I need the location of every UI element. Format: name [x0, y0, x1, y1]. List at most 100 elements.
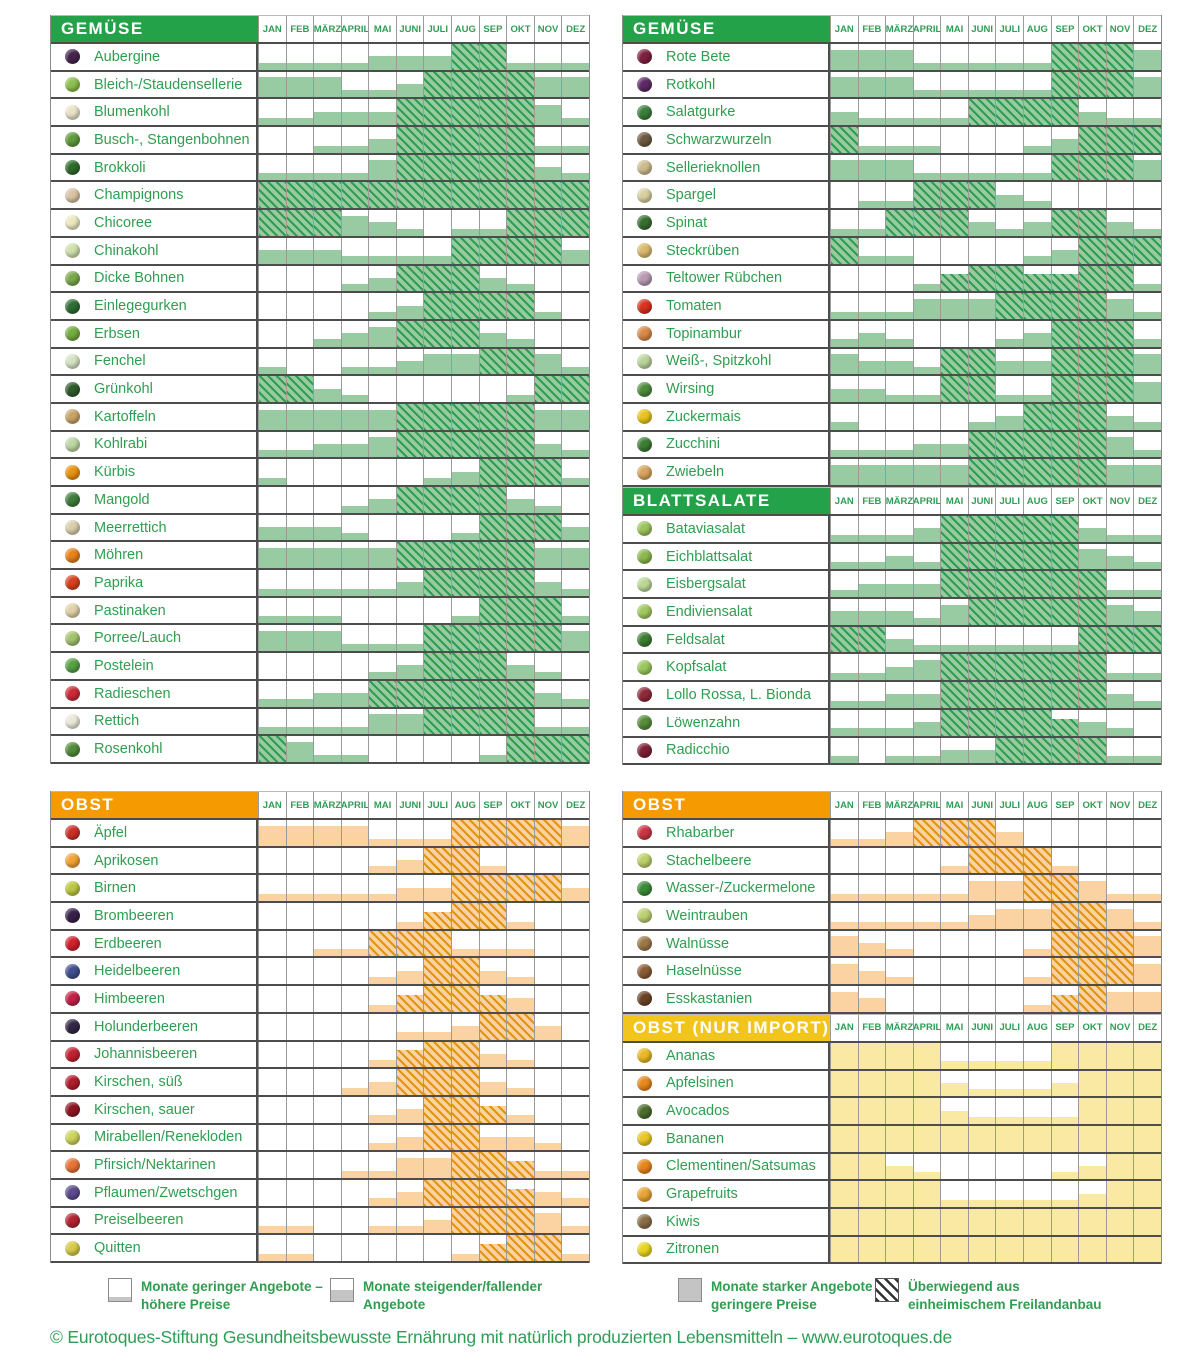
availability-bar — [886, 832, 913, 846]
food-row: Wasser-/Zuckermelone — [623, 875, 1161, 904]
month-cells — [830, 903, 1161, 929]
availability-bar — [534, 443, 562, 458]
availability-cell — [478, 736, 507, 762]
availability-cell — [561, 1124, 589, 1151]
availability-cell — [451, 625, 479, 652]
availability-cell — [313, 1041, 341, 1068]
availability-bar — [831, 626, 858, 653]
availability-bar — [314, 145, 341, 153]
month-label: NOV — [1105, 792, 1134, 818]
month-label: DEZ — [1133, 792, 1161, 818]
availability-bar — [286, 548, 314, 569]
availability-bar — [479, 754, 507, 762]
food-row: Löwenzahn — [623, 709, 1161, 738]
availability-bar — [479, 154, 507, 181]
availability-bar — [507, 459, 534, 485]
availability-bar — [507, 71, 534, 98]
availability-cell — [995, 847, 1024, 874]
availability-cell — [912, 599, 941, 625]
food-row: Busch-, Stangenbohnen — [51, 127, 589, 155]
availability-cell — [1050, 265, 1079, 292]
food-label: Aprikosen — [51, 847, 258, 874]
availability-bar — [1079, 1042, 1106, 1069]
availability-cell — [340, 320, 369, 347]
availability-cell — [857, 99, 886, 126]
availability-cell — [967, 1236, 996, 1263]
month-label: AUG — [451, 16, 479, 42]
food-row: Walnüsse — [623, 930, 1161, 959]
availability-bar — [369, 437, 396, 458]
availability-bar — [259, 527, 286, 541]
availability-cell — [912, 654, 941, 681]
availability-bar — [479, 866, 507, 874]
availability-cell — [368, 154, 396, 181]
food-row: Eisbergsalat — [623, 571, 1161, 600]
availability-cell — [1105, 1236, 1134, 1263]
availability-cell — [340, 986, 369, 1012]
availability-cell — [885, 1208, 913, 1235]
availability-cell — [885, 654, 913, 681]
availability-cell — [1050, 571, 1079, 598]
month-cells — [830, 986, 1161, 1012]
month-label: DEZ — [1133, 488, 1161, 514]
availability-bar — [314, 548, 341, 569]
availability-cell — [940, 571, 968, 598]
availability-bar — [996, 645, 1024, 653]
food-row: Bataviasalat — [623, 516, 1161, 544]
availability-cell — [1050, 930, 1079, 957]
availability-cell — [258, 958, 286, 985]
availability-bar — [1024, 1208, 1051, 1235]
availability-bar — [562, 1226, 589, 1234]
food-row: Johannisbeeren — [51, 1041, 589, 1070]
availability-cell — [1078, 99, 1106, 126]
month-cells — [830, 127, 1161, 153]
availability-cell — [506, 265, 534, 292]
availability-bar — [831, 422, 858, 430]
availability-cell — [451, 459, 479, 485]
availability-bar — [424, 1041, 452, 1068]
availability-bar — [286, 631, 314, 652]
availability-bar — [1134, 756, 1161, 764]
month-label: APRIL — [340, 792, 368, 818]
availability-cell — [1105, 930, 1134, 957]
availability-cell — [830, 348, 858, 375]
availability-cell — [995, 293, 1024, 319]
availability-bar — [369, 1060, 396, 1068]
availability-cell — [967, 626, 996, 653]
quadrant-obst-right: OBST JAN FEB MÄRZ APRIL MAI JUNI JULI AUG SEP OKT N… — [622, 791, 1162, 1265]
availability-cell — [561, 514, 589, 541]
month-cells — [830, 431, 1161, 458]
availability-cell — [506, 182, 534, 209]
availability-cell — [285, 736, 314, 762]
availability-cell — [533, 459, 562, 485]
availability-cell — [885, 182, 913, 209]
availability-bar — [479, 333, 507, 347]
quadrant-obst-left: OBST JAN FEB MÄRZ APRIL MAI JUNI JULI AUG SEP OKT N… — [50, 791, 590, 1263]
availability-bar — [1134, 77, 1161, 98]
availability-cell — [395, 293, 424, 319]
month-label: MAI — [940, 488, 968, 514]
availability-bar — [941, 820, 968, 846]
availability-bar — [941, 1110, 968, 1124]
availability-cell — [506, 154, 534, 181]
food-label: Bleich-/Staudensellerie — [51, 71, 258, 98]
availability-cell — [395, 736, 424, 762]
availability-bar — [396, 1050, 424, 1068]
availability-bar — [479, 182, 507, 209]
availability-bar — [424, 708, 452, 735]
availability-cell — [1023, 516, 1051, 542]
availability-cell — [830, 403, 858, 430]
ananas-icon — [637, 1048, 652, 1064]
availability-bar — [886, 450, 913, 458]
availability-bar — [1024, 459, 1051, 485]
availability-bar — [1134, 700, 1161, 708]
availability-cell — [368, 127, 396, 153]
availability-cell — [368, 320, 396, 347]
availability-cell — [478, 44, 507, 70]
availability-bar — [259, 825, 286, 846]
food-label: Äpfel — [51, 820, 258, 846]
availability-bar — [1079, 682, 1106, 708]
availability-bar — [369, 499, 396, 513]
availability-bar — [369, 548, 396, 569]
availability-bar — [1106, 1125, 1134, 1152]
